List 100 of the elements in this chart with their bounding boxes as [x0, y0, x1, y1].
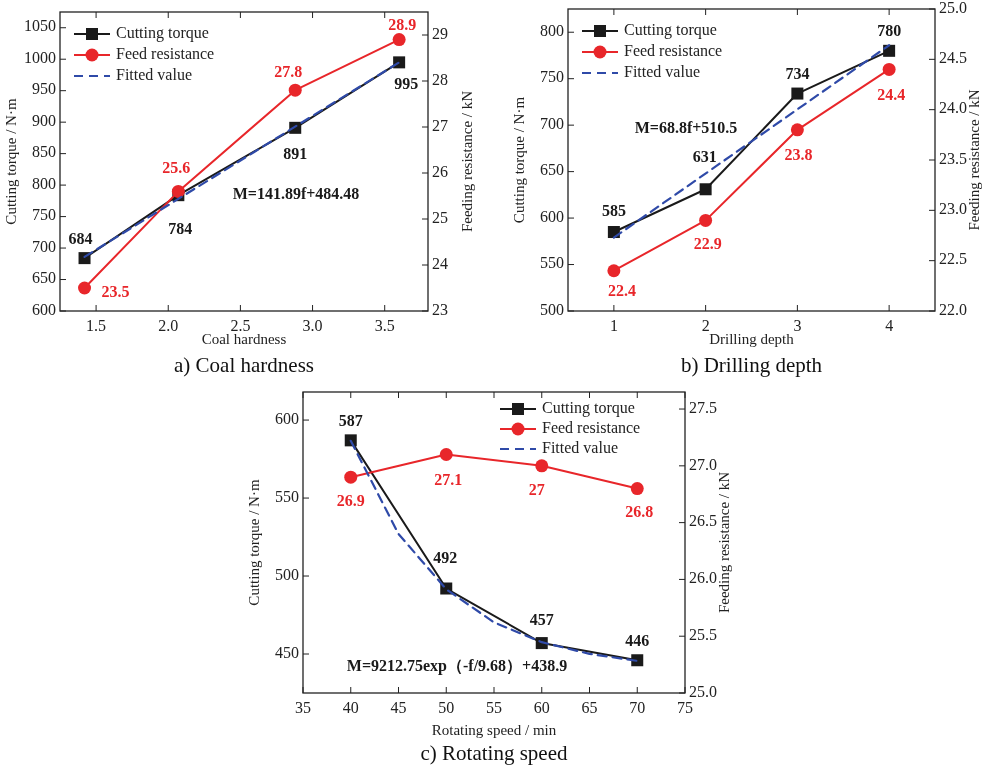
data-label: 780: [877, 22, 902, 40]
x-tick-label: 3: [793, 317, 802, 334]
x-tick-label: 4: [885, 317, 894, 334]
y-tick-label: 500: [540, 300, 564, 318]
y2-tick-label: 26.0: [689, 569, 717, 587]
legend-label: Feed resistance: [542, 418, 641, 436]
y2-tick-label: 25.0: [689, 682, 717, 700]
data-label: 684: [68, 229, 93, 247]
y2-tick-label: 22.0: [939, 300, 967, 318]
y2-tick-label: 25.0: [939, 0, 967, 16]
y-tick-label: 700: [540, 114, 564, 132]
y-tick-label: 500: [275, 565, 299, 583]
y-tick-label: 750: [540, 68, 564, 86]
data-label: 446: [625, 631, 650, 649]
y-tick-label: 550: [275, 487, 299, 505]
x-tick-label: 35: [295, 699, 311, 716]
legend-label: Cutting torque: [116, 23, 209, 42]
data-label: 995: [394, 75, 419, 93]
y-axis-title: Cutting torque / N·m: [511, 96, 527, 224]
data-label: 27.8: [274, 62, 303, 80]
x-tick-label: 1.5: [86, 317, 107, 334]
y2-tick-label: 27.0: [689, 455, 717, 473]
data-label: 27: [528, 480, 545, 498]
data-label: 492: [433, 549, 458, 567]
point: [344, 434, 357, 447]
y-tick-label: 1000: [24, 48, 56, 66]
y2-tick-label: 24.0: [939, 99, 967, 117]
y2-tick-label: 23: [432, 300, 448, 318]
y-tick-label: 950: [32, 80, 56, 98]
text: c) Rotating speed: [420, 741, 568, 765]
x-tick-label: 65: [581, 699, 598, 716]
y2-tick-label: 27: [432, 116, 448, 134]
legend-label: Fitted value: [116, 65, 192, 83]
y-tick-label: 600: [32, 300, 56, 318]
y-tick-label: 800: [32, 174, 56, 192]
y-tick-label: 700: [32, 237, 56, 255]
y2-axis-title: Feeding resistance / kN: [459, 90, 475, 233]
y2-tick-label: 25.5: [689, 625, 717, 643]
y-tick-label: 650: [540, 161, 564, 179]
data-label: 28.9: [388, 16, 417, 34]
point: [171, 184, 185, 198]
y2-tick-label: 23.5: [939, 149, 967, 167]
x-axis-title: Coal hardness: [201, 331, 287, 347]
annotation: M=68.8f+510.5: [634, 118, 738, 136]
data-label: 27.1: [434, 471, 463, 489]
data-label: 22.4: [607, 282, 636, 300]
x-axis-title: Drilling depth: [709, 331, 795, 347]
y-axis-title: Cutting torque / N·m: [246, 479, 262, 606]
y-tick-label: 450: [275, 643, 299, 661]
legend-label: Cutting torque: [542, 398, 635, 417]
point: [699, 183, 712, 196]
y2-tick-label: 29: [432, 24, 448, 42]
y-tick-label: 800: [540, 21, 564, 39]
data-label: 26.8: [625, 503, 654, 521]
annotation: M=141.89f+484.48: [232, 184, 360, 202]
y2-tick-label: 24: [432, 254, 448, 272]
legend-label: Feed resistance: [116, 44, 215, 62]
data-label: 585: [601, 201, 626, 219]
x-tick-label: 2.0: [158, 317, 179, 334]
x-tick-label: 40: [342, 699, 359, 716]
x-tick-label: 50: [438, 699, 455, 716]
point: [288, 83, 302, 97]
y-tick-label: 850: [32, 143, 56, 161]
data-label: 24.4: [877, 86, 906, 104]
y2-tick-label: 26: [432, 162, 448, 180]
y2-axis-title: Feeding resistance / kN: [716, 471, 732, 614]
y2-tick-label: 27.5: [689, 398, 717, 416]
data-label: 734: [785, 65, 810, 83]
legend-label: Fitted value: [624, 62, 700, 80]
y-tick-label: 750: [32, 206, 56, 224]
y2-tick-label: 26.5: [689, 512, 717, 530]
data-label: 22.9: [693, 235, 722, 253]
point: [699, 213, 713, 227]
point: [392, 33, 406, 47]
annotation: M=9212.75exp（-f/9.68）+438.9: [346, 656, 568, 675]
x-tick-label: 55: [486, 699, 502, 716]
data-label: 587: [338, 412, 363, 430]
y-tick-label: 600: [275, 409, 299, 427]
y2-tick-label: 25: [432, 208, 448, 226]
data-label: 891: [283, 145, 308, 163]
point: [607, 264, 621, 278]
x-tick-label: 45: [390, 699, 407, 716]
y2-tick-label: 22.5: [939, 250, 967, 268]
data-label: 23.8: [784, 146, 813, 164]
data-label: 23.5: [101, 282, 130, 300]
text: b) Drilling depth: [680, 353, 823, 377]
point: [631, 654, 644, 667]
x-tick-label: 3.0: [302, 317, 323, 334]
x-tick-label: 75: [677, 699, 693, 716]
x-tick-label: 1: [609, 317, 618, 334]
legend-label: Fitted value: [542, 438, 618, 456]
y-tick-label: 1050: [24, 17, 56, 35]
data-label: 784: [168, 219, 193, 237]
x-tick-label: 70: [629, 699, 646, 716]
data-label: 25.6: [162, 159, 191, 177]
point: [791, 87, 804, 100]
point: [78, 281, 92, 295]
data-label: 26.9: [336, 491, 365, 509]
y-tick-label: 900: [32, 111, 56, 129]
data-label: 457: [529, 610, 554, 628]
